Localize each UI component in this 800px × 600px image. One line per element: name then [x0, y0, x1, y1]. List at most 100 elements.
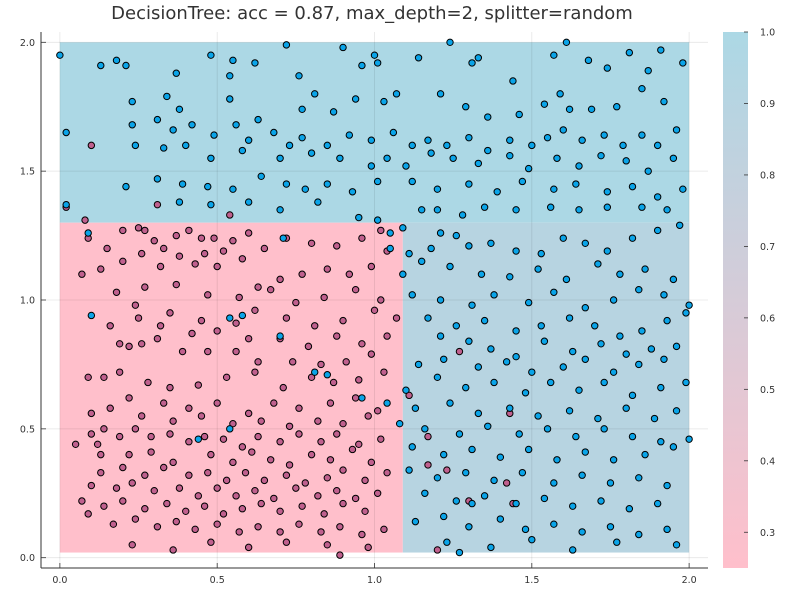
point-class1 [616, 332, 624, 340]
point-class1 [370, 51, 379, 59]
point-class0 [241, 468, 250, 477]
point-class1 [622, 404, 630, 412]
point-class0 [232, 347, 240, 356]
point-class1 [462, 383, 470, 392]
point-class0 [364, 543, 372, 552]
point-class1 [339, 43, 347, 52]
point-class1 [182, 141, 190, 150]
point-class1 [628, 432, 637, 441]
point-class0 [115, 368, 124, 376]
point-class0 [380, 368, 388, 376]
point-class1 [383, 154, 391, 162]
point-class0 [125, 342, 133, 351]
point-class0 [222, 373, 231, 382]
point-class1 [323, 141, 332, 150]
point-class1 [625, 505, 634, 513]
point-class1 [480, 203, 489, 211]
point-class1 [226, 95, 234, 103]
point-class1 [512, 499, 520, 508]
point-class1 [395, 419, 404, 428]
point-class0 [229, 458, 237, 467]
point-class0 [188, 329, 196, 338]
point-class1 [474, 54, 483, 62]
point-class0 [235, 528, 243, 536]
point-class0 [323, 474, 332, 482]
point-class0 [197, 234, 206, 242]
point-class1 [399, 224, 407, 232]
point-class1 [653, 193, 662, 201]
point-class1 [285, 141, 294, 150]
point-class1 [635, 360, 643, 369]
point-class1 [465, 337, 473, 345]
point-class0 [172, 517, 180, 526]
point-class1 [226, 314, 234, 322]
point-class1 [575, 206, 583, 214]
point-class1 [462, 468, 470, 477]
scatter-points [56, 38, 693, 559]
point-class1 [169, 126, 177, 134]
point-class0 [285, 461, 294, 469]
point-class1 [465, 133, 473, 142]
point-class1 [122, 182, 130, 191]
point-class0 [87, 430, 96, 438]
point-class0 [153, 334, 162, 343]
point-class1 [584, 56, 593, 65]
point-class1 [468, 59, 476, 67]
point-class1 [207, 200, 215, 209]
point-class0 [373, 407, 382, 415]
point-class0 [169, 417, 177, 425]
point-class1 [175, 105, 184, 114]
point-class1 [210, 131, 218, 139]
point-class0 [244, 409, 253, 418]
colorbar-tick-label: 0.3 [760, 528, 775, 539]
point-class1 [417, 257, 426, 266]
point-class0 [169, 458, 177, 467]
point-class1 [657, 46, 665, 54]
point-class1 [480, 492, 489, 500]
point-class1 [402, 162, 410, 170]
colorbar-tick-label: 0.4 [760, 456, 775, 467]
point-class0 [87, 141, 96, 150]
point-class1 [254, 115, 262, 124]
point-class1 [537, 322, 545, 330]
point-class0 [191, 260, 199, 268]
point-class0 [254, 432, 262, 441]
point-class1 [635, 285, 643, 294]
point-class1 [295, 72, 303, 80]
point-class1 [112, 56, 121, 65]
point-class1 [622, 350, 630, 358]
point-class0 [175, 252, 184, 260]
point-class0 [204, 291, 212, 299]
point-class1 [575, 162, 583, 170]
point-class0 [320, 510, 328, 518]
point-class0 [100, 373, 108, 382]
point-class1 [226, 425, 234, 433]
point-class1 [613, 103, 621, 111]
point-class0 [166, 383, 174, 392]
point-class0 [182, 507, 190, 516]
y-tick-label: 0.0 [20, 553, 35, 564]
point-class0 [405, 391, 413, 400]
point-class1 [609, 456, 618, 464]
point-class1 [408, 291, 416, 299]
point-class1 [307, 149, 316, 157]
point-class1 [660, 355, 668, 363]
point-class1 [443, 141, 451, 150]
point-class0 [200, 432, 209, 441]
point-class0 [219, 510, 228, 518]
point-class1 [172, 69, 180, 77]
point-class1 [480, 316, 489, 325]
point-class0 [358, 530, 366, 539]
point-class0 [383, 468, 391, 477]
point-class1 [367, 162, 376, 170]
point-class1 [609, 368, 618, 376]
point-class1 [635, 474, 643, 482]
point-class1 [373, 59, 382, 67]
point-class1 [351, 95, 360, 103]
point-class0 [367, 458, 376, 467]
point-class0 [323, 541, 332, 549]
point-class0 [97, 468, 105, 477]
point-class1 [131, 141, 140, 150]
point-class0 [295, 404, 303, 412]
point-class0 [424, 432, 432, 441]
